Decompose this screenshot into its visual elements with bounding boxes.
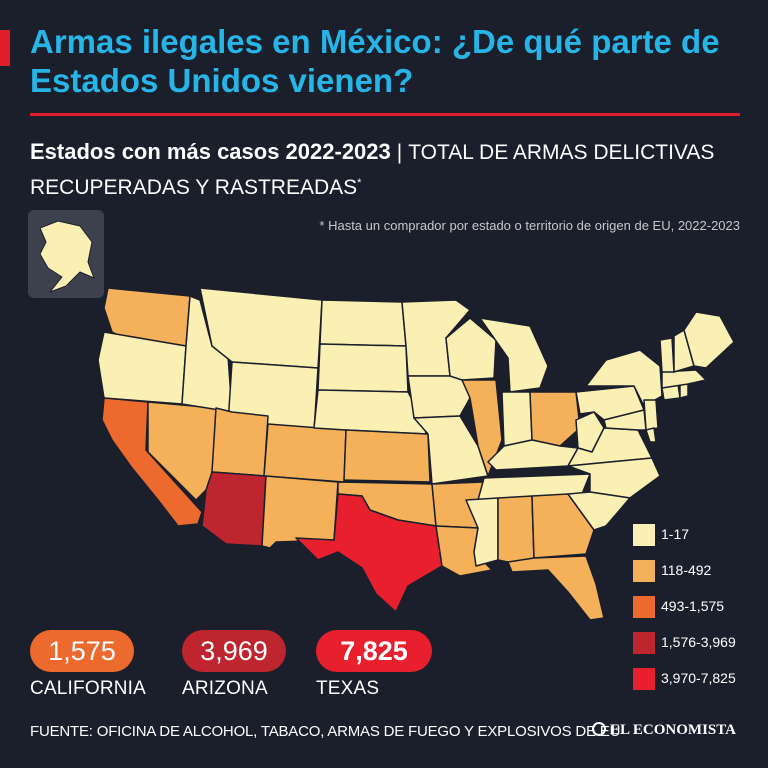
arizona-label: ARIZONA (182, 678, 268, 699)
california-value-pill: 1,575 (30, 630, 134, 672)
title-divider (30, 113, 740, 116)
legend-swatch (633, 668, 655, 690)
state-iowa (407, 375, 471, 419)
arizona-value-pill: 3,969 (182, 630, 286, 672)
subtitle: Estados con más casos 2022-2023 | TOTAL DE… (30, 136, 750, 203)
state-arizona (201, 471, 267, 547)
state-south-carolina (567, 491, 631, 531)
state-texas (295, 493, 443, 613)
footnote: * Hasta un comprador por estado o territ… (319, 218, 740, 233)
state-north-dakota (319, 299, 407, 347)
brand-logo: EL ECONOMISTA (592, 722, 736, 739)
legend-label: 1-17 (661, 526, 690, 542)
subtitle-footnote-mark: * (357, 177, 362, 189)
source-credit: FUENTE: OFICINA DE ALCOHOL, TABACO, ARMA… (30, 723, 621, 740)
state-new-york (585, 349, 663, 407)
legend-item: 493-1,575 (633, 596, 753, 618)
state-california (101, 397, 203, 527)
legend-label: 118-492 (661, 562, 712, 578)
legend-item: 1-17 (633, 524, 753, 546)
legend-item: 1,576-3,969 (633, 632, 753, 654)
state-nebraska (313, 389, 427, 435)
legend-swatch (633, 596, 655, 618)
state-new-mexico (261, 475, 339, 549)
state-illinois (461, 379, 503, 477)
state-maryland (603, 409, 647, 431)
california-label: CALIFORNIA (30, 678, 147, 699)
legend-swatch (633, 632, 655, 654)
subtitle-heading: Estados con más casos 2022-2023 (30, 139, 391, 164)
state-kansas (343, 429, 431, 483)
state-delaware (645, 427, 657, 443)
legend-item: 3,970-7,825 (633, 668, 753, 690)
state-ohio (529, 391, 581, 447)
state-massachusetts (661, 369, 707, 389)
state-maine (683, 311, 735, 369)
brand-name: EL ECONOMISTA (610, 722, 736, 738)
state-kentucky (487, 439, 579, 471)
page-title: Armas ilegales en México: ¿De qué parte … (30, 23, 720, 99)
state-wisconsin (445, 317, 497, 381)
state-utah (211, 407, 269, 477)
state-vermont (659, 337, 675, 373)
legend-item: 118-492 (633, 560, 753, 582)
state-alaska (39, 220, 95, 293)
legend-swatch (633, 560, 655, 582)
texas-value-pill: 7,825 (316, 630, 432, 672)
state-rhode-island (679, 383, 689, 399)
subtitle-description: TOTAL DE ARMAS DELICTIVAS RECUPERADAS Y … (30, 141, 715, 199)
state-michigan (479, 317, 549, 393)
state-south-dakota (317, 343, 409, 393)
state-colorado (263, 423, 347, 483)
legend-label: 1,576-3,969 (661, 634, 736, 650)
texas-label: TEXAS (316, 678, 380, 699)
legend-label: 493-1,575 (661, 598, 725, 614)
state-florida (507, 555, 605, 621)
brand-globe-icon (592, 722, 606, 736)
state-georgia (531, 493, 595, 559)
legend-swatch (633, 524, 655, 546)
state-alabama (497, 495, 535, 563)
state-indiana (501, 391, 533, 447)
legend-label: 3,970-7,825 (661, 670, 736, 686)
title-accent-bar (0, 30, 10, 66)
subtitle-separator: | (396, 141, 403, 164)
